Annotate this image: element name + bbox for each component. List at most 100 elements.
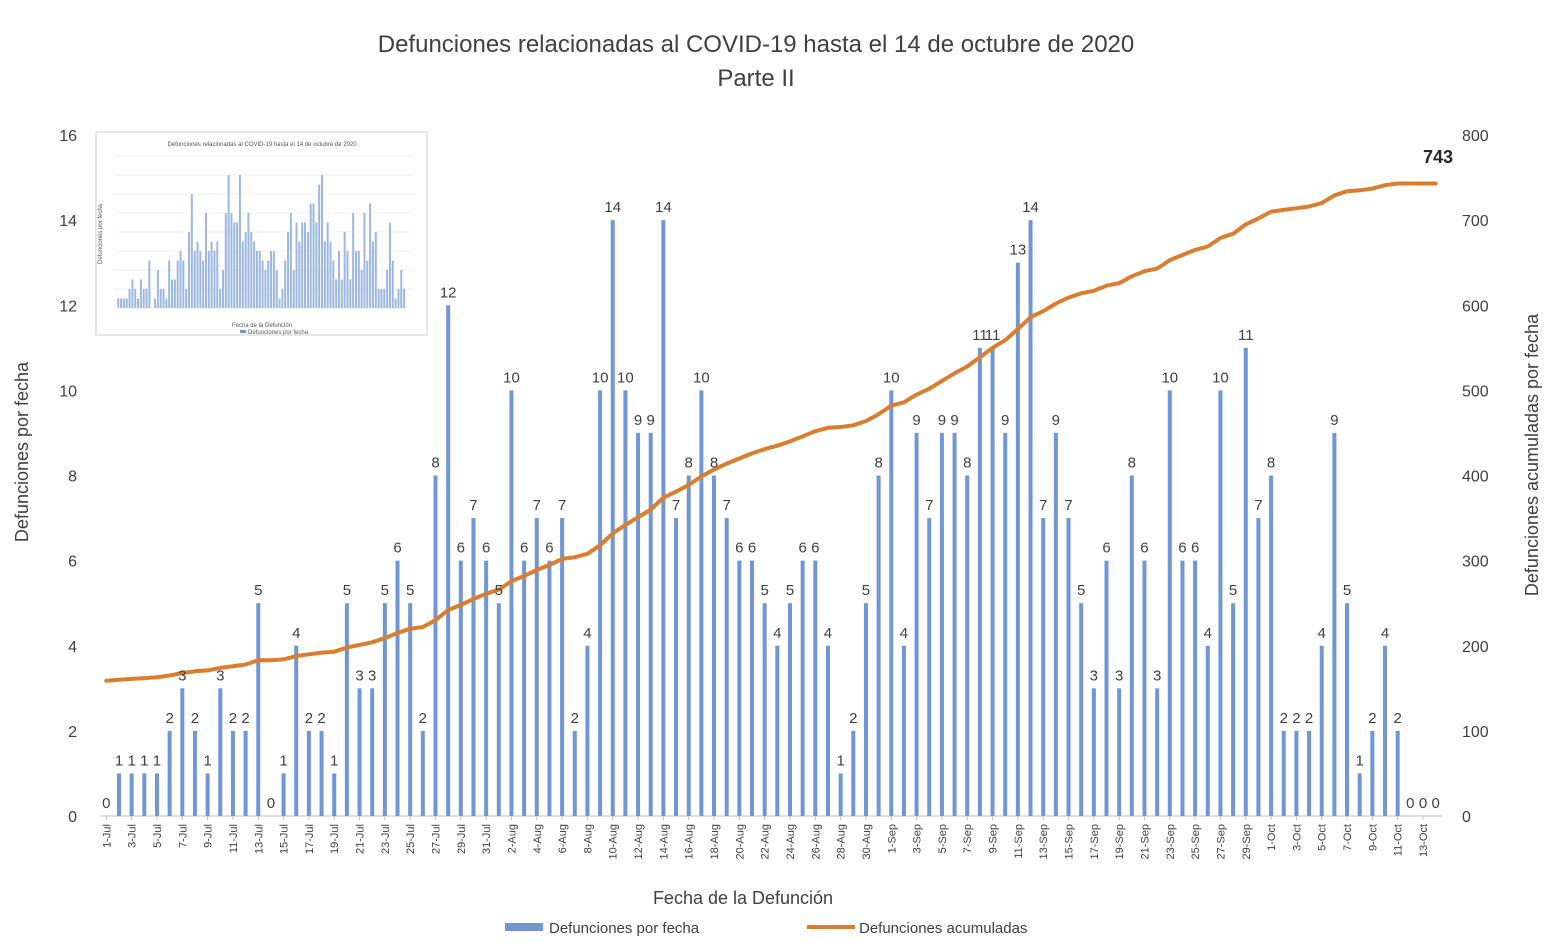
bar bbox=[129, 773, 134, 816]
inset-bar bbox=[156, 270, 159, 308]
x-tick-label: 7-Sep bbox=[962, 824, 974, 853]
x-tick-label: 11-Oct bbox=[1393, 824, 1405, 856]
x-tick-label: 17-Sep bbox=[1089, 824, 1101, 859]
inset-bar bbox=[312, 203, 315, 308]
bar bbox=[1155, 688, 1160, 816]
inset-bar bbox=[270, 251, 273, 308]
x-tick-label: 15-Sep bbox=[1064, 824, 1076, 859]
bar-value-label: 5 bbox=[1229, 582, 1237, 599]
bar-value-label: 8 bbox=[710, 455, 718, 472]
bar bbox=[712, 475, 717, 816]
bar-value-label: 3 bbox=[216, 667, 224, 684]
inset-bar bbox=[292, 270, 295, 308]
legend-bar-label: Defunciones por fecha bbox=[549, 920, 700, 937]
inset-bar bbox=[199, 251, 202, 308]
inset-bar bbox=[117, 298, 120, 308]
x-tick-label: 11-Jul bbox=[228, 824, 240, 853]
x-tick-label: 19-Jul bbox=[329, 824, 341, 854]
bar-value-label: 3 bbox=[1115, 667, 1123, 684]
inset-bar bbox=[377, 289, 380, 308]
inset-bar bbox=[278, 298, 281, 308]
bar-value-label: 3 bbox=[355, 667, 363, 684]
bar bbox=[382, 603, 387, 816]
legend-bar-swatch bbox=[505, 923, 543, 931]
right-tick-label: 600 bbox=[1462, 298, 1489, 315]
inset-bar bbox=[363, 213, 366, 308]
bar-value-label: 6 bbox=[735, 540, 743, 557]
bar-value-label: 9 bbox=[634, 412, 642, 429]
bar bbox=[560, 518, 565, 816]
x-tick-label: 1-Oct bbox=[1266, 824, 1278, 851]
bar bbox=[192, 730, 197, 816]
inset-bar bbox=[241, 241, 244, 308]
bar-value-label: 0 bbox=[267, 795, 275, 812]
bar-value-label: 2 bbox=[165, 710, 173, 727]
bar bbox=[370, 688, 375, 816]
x-tick-label: 1-Jul bbox=[101, 824, 113, 848]
bar bbox=[230, 730, 235, 816]
bar bbox=[750, 560, 755, 816]
bar-value-label: 4 bbox=[1381, 625, 1389, 642]
left-tick-label: 4 bbox=[68, 639, 77, 656]
bar bbox=[661, 220, 666, 816]
x-tick-label: 18-Aug bbox=[709, 824, 721, 859]
inset-bar bbox=[264, 270, 267, 308]
right-axis-title: Defunciones acumuladas por fecha bbox=[1522, 313, 1542, 596]
bar-value-label: 3 bbox=[368, 667, 376, 684]
bar-value-label: 3 bbox=[178, 667, 186, 684]
bar bbox=[294, 645, 299, 816]
inset-bar bbox=[383, 289, 386, 308]
inset-bar bbox=[227, 175, 230, 308]
inset-bar bbox=[321, 175, 324, 308]
x-tick-label: 9-Oct bbox=[1367, 824, 1379, 851]
bar bbox=[1129, 475, 1134, 816]
bar bbox=[180, 688, 185, 816]
bar bbox=[116, 773, 121, 816]
bar bbox=[1281, 730, 1286, 816]
bar bbox=[863, 603, 868, 816]
bar bbox=[977, 347, 982, 816]
bar-value-label: 5 bbox=[381, 582, 389, 599]
x-tick-label: 25-Sep bbox=[1190, 824, 1202, 859]
bar bbox=[610, 220, 615, 816]
inset-bar bbox=[120, 298, 123, 308]
x-tick-label: 6-Aug bbox=[557, 824, 569, 853]
right-tick-label: 500 bbox=[1462, 383, 1489, 400]
inset-bar bbox=[318, 184, 321, 308]
bar bbox=[901, 645, 906, 816]
inset-bar bbox=[403, 289, 406, 308]
bar bbox=[471, 518, 476, 816]
bar bbox=[1294, 730, 1299, 816]
inset-bar bbox=[190, 194, 193, 308]
bar-value-label: 5 bbox=[760, 582, 768, 599]
bar bbox=[1104, 560, 1109, 816]
inset-bar bbox=[298, 241, 301, 308]
bar bbox=[1041, 518, 1046, 816]
inset-bar bbox=[238, 175, 241, 308]
bar-value-label: 14 bbox=[604, 199, 621, 216]
bar-value-label: 2 bbox=[1394, 710, 1402, 727]
bar-value-label: 9 bbox=[1001, 412, 1009, 429]
x-tick-label: 21-Jul bbox=[355, 824, 367, 854]
bar-value-label: 6 bbox=[811, 540, 819, 557]
bar-value-label: 10 bbox=[693, 369, 710, 386]
bar-value-label: 2 bbox=[191, 710, 199, 727]
bar-value-label: 4 bbox=[900, 625, 908, 642]
bar bbox=[1028, 220, 1033, 816]
inset-bar bbox=[154, 298, 157, 308]
inset-bar bbox=[343, 232, 346, 308]
bar bbox=[1345, 603, 1350, 816]
inset-bar bbox=[329, 241, 332, 308]
inset-bar bbox=[165, 298, 168, 308]
inset-bar bbox=[134, 289, 137, 308]
bar bbox=[1218, 390, 1223, 816]
bar bbox=[1053, 432, 1058, 816]
x-tick-label: 5-Oct bbox=[1317, 824, 1329, 851]
x-tick-label: 5-Sep bbox=[937, 824, 949, 853]
x-tick-label: 22-Aug bbox=[760, 824, 772, 859]
bar-value-label: 7 bbox=[533, 497, 541, 514]
bar bbox=[648, 432, 653, 816]
bar bbox=[547, 560, 552, 816]
bar-value-label: 2 bbox=[241, 710, 249, 727]
